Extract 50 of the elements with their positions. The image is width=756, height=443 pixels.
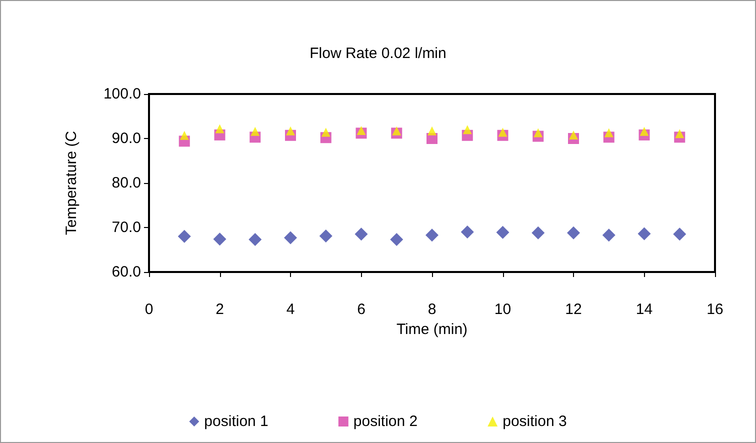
point <box>284 231 297 244</box>
point <box>321 128 330 137</box>
point <box>354 228 368 241</box>
point <box>567 226 580 240</box>
x-tick-label: 4 <box>286 301 295 318</box>
point <box>178 230 191 243</box>
point <box>604 128 614 138</box>
y-tick-label: 80.0 <box>112 174 141 192</box>
x-tick-label: 2 <box>216 301 224 318</box>
x-axis-title: Time (min) <box>396 321 468 338</box>
point <box>248 233 262 246</box>
point <box>319 229 332 242</box>
point <box>498 128 508 137</box>
y-axis-title: Temperature (C <box>63 130 80 236</box>
point <box>675 129 684 138</box>
point <box>460 225 474 238</box>
point <box>215 124 224 134</box>
legend-label: position 1 <box>204 413 268 430</box>
point <box>532 226 545 240</box>
x-tick-label: 10 <box>494 301 512 318</box>
point <box>250 126 260 136</box>
point <box>426 228 438 242</box>
y-tick-label: 90.0 <box>112 130 141 147</box>
x-tick-label: 14 <box>636 301 653 318</box>
x-tick-label: 0 <box>144 301 154 318</box>
x-tick-label: 12 <box>565 301 582 318</box>
point <box>180 130 189 140</box>
point <box>569 130 578 140</box>
point <box>496 226 510 239</box>
point <box>356 126 366 135</box>
legend-label: position 3 <box>502 413 567 430</box>
point <box>392 126 402 136</box>
point <box>428 126 436 136</box>
point <box>673 228 686 241</box>
y-tick-label: 100.0 <box>103 86 141 102</box>
point <box>213 232 226 246</box>
point <box>390 233 404 246</box>
x-tick-label: 6 <box>357 301 366 318</box>
legend-label: position 2 <box>353 413 418 430</box>
x-tick-label: 16 <box>706 301 724 318</box>
point <box>286 126 295 136</box>
point <box>602 228 616 242</box>
point <box>462 125 472 134</box>
point <box>640 126 649 136</box>
chart-title: Flow Rate 0.02 l/min <box>310 45 446 62</box>
x-tick-label: 8 <box>428 301 436 318</box>
point <box>534 128 543 138</box>
point <box>638 227 651 240</box>
y-tick-label: 60.0 <box>112 264 141 280</box>
y-tick-label: 70.0 <box>112 219 141 236</box>
